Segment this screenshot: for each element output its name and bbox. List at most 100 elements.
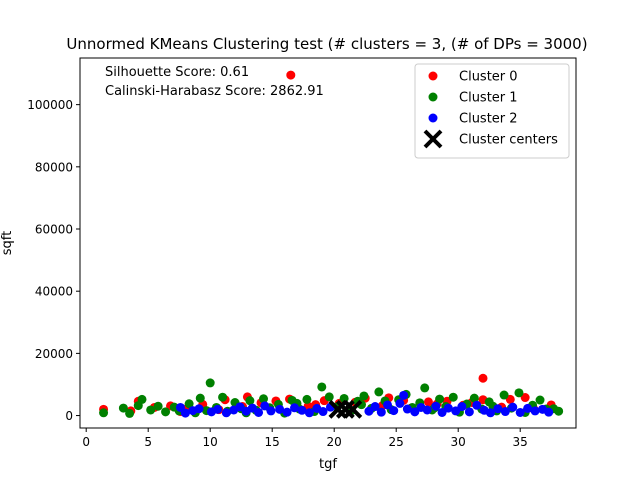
cluster-1-point (245, 396, 255, 406)
cluster-centers-point (335, 399, 355, 419)
cluster-1-point (448, 392, 458, 402)
cluster-1-point (535, 395, 545, 405)
cluster-2-point (275, 404, 285, 414)
cluster-0-point (478, 373, 488, 383)
cluster-2-point (402, 404, 412, 414)
cluster-2-point (508, 402, 518, 412)
cluster-1-point (218, 392, 228, 402)
cluster-2-point (318, 407, 328, 417)
cluster-2-point (254, 407, 264, 417)
cluster-2-point (364, 406, 374, 416)
x-tick-label: 10 (203, 435, 218, 449)
cluster-2-point (383, 400, 393, 410)
cluster-1-point (184, 399, 194, 409)
x-axis-ticks: 0 5 10 15 20 25 30 35 (82, 428, 528, 449)
cluster-2-point (304, 408, 314, 418)
x-tick-label: 5 (144, 435, 152, 449)
axes-frame (79, 57, 577, 429)
y-tick-label: 80000 (35, 160, 73, 174)
cluster-2-point (485, 408, 495, 418)
y-tick-label: 0 (65, 409, 73, 423)
cluster-1-point (99, 408, 109, 418)
cluster-2-point (194, 404, 204, 414)
cluster-2-point (266, 406, 276, 416)
cluster-centers-point (343, 399, 363, 419)
cluster-1-point (137, 394, 147, 404)
legend: Cluster 0 Cluster 1 Cluster 2 Cluster cente… (414, 63, 570, 159)
cluster-2-point (180, 408, 190, 418)
cluster-2-point (389, 406, 399, 416)
cluster-2-point (422, 405, 432, 415)
cluster-2-point (376, 407, 386, 417)
cluster-1-point (118, 403, 128, 413)
cluster-2-point (399, 390, 409, 400)
cluster-2-point (493, 404, 503, 414)
y-axis-label: sqft (0, 231, 15, 255)
x-tick-label: 0 (82, 435, 90, 449)
x-tick-label: 35 (513, 435, 528, 449)
cluster-2-point (443, 403, 453, 413)
cluster-2-point (213, 404, 223, 414)
cluster-1-point (195, 393, 205, 403)
cluster-1-point (205, 378, 215, 388)
x-axis-label: tgf (319, 457, 337, 472)
cluster-1-point (161, 407, 171, 417)
cluster-1-point (324, 392, 334, 402)
cluster-1-point (554, 406, 564, 416)
cluster-0-legend-label: Cluster 0 (459, 70, 518, 85)
cluster-2-point (464, 407, 474, 417)
cluster-2-point (282, 407, 292, 417)
cluster-0-point (520, 393, 530, 403)
cluster-1-point (435, 394, 445, 404)
cluster-2-point (457, 402, 467, 412)
cluster-centers-legend-marker (423, 129, 443, 149)
cluster-1-legend-label: Cluster 1 (459, 91, 518, 106)
cluster-1-point (153, 401, 163, 411)
cluster-2-point (431, 401, 441, 411)
legend-box (414, 63, 570, 159)
cluster-2-legend-label: Cluster 2 (459, 112, 518, 127)
cluster-centers-legend-label: Cluster centers (459, 133, 558, 148)
cluster-0-point (286, 70, 296, 80)
cluster-2-point (395, 398, 405, 408)
x-tick-label: 25 (389, 435, 404, 449)
cluster-2-point (260, 401, 270, 411)
cluster-1-point (317, 382, 327, 392)
y-tick-label: 100000 (27, 98, 73, 112)
cluster-1-point (374, 387, 384, 397)
cluster-1-point (302, 394, 312, 404)
x-tick-label: 15 (265, 435, 280, 449)
cluster-1-point (359, 391, 369, 401)
cluster-0-point (423, 397, 433, 407)
cluster-2-point (297, 405, 307, 415)
cluster-2-point (544, 407, 554, 417)
y-tick-label: 40000 (35, 285, 73, 299)
cluster-1-point (146, 405, 156, 415)
cluster-2-point (500, 407, 510, 417)
cluster-2-point (523, 403, 533, 413)
cluster-2-legend-marker (428, 113, 438, 123)
cluster-2-point (472, 400, 482, 410)
calinski-harabasz-score-annotation: Calinski-Harabasz Score: 2862.91 (105, 84, 324, 99)
silhouette-score-annotation: Silhouette Score: 0.61 (105, 65, 249, 80)
cluster-2-point (515, 407, 525, 417)
cluster-1-point (259, 394, 269, 404)
cluster-0-legend-marker (428, 71, 438, 81)
x-tick-label: 30 (451, 435, 466, 449)
scatter-points (99, 70, 564, 419)
cluster-2-point (530, 406, 540, 416)
cluster-1-legend-marker (428, 92, 438, 102)
chart-title: Unnormed KMeans Clustering test (# clust… (66, 35, 587, 53)
cluster-1-point (514, 388, 524, 398)
y-tick-label: 20000 (35, 347, 73, 361)
cluster-1-point (420, 383, 430, 393)
cluster-centers-point (328, 399, 348, 419)
cluster-1-point (499, 390, 509, 400)
y-axis-ticks: 0 20000 40000 60000 80000 100000 (27, 98, 80, 423)
y-tick-label: 60000 (35, 223, 73, 237)
cluster-2-point (290, 403, 300, 413)
cluster-1-point (125, 408, 135, 418)
cluster-2-point (370, 402, 380, 412)
x-tick-label: 20 (327, 435, 342, 449)
